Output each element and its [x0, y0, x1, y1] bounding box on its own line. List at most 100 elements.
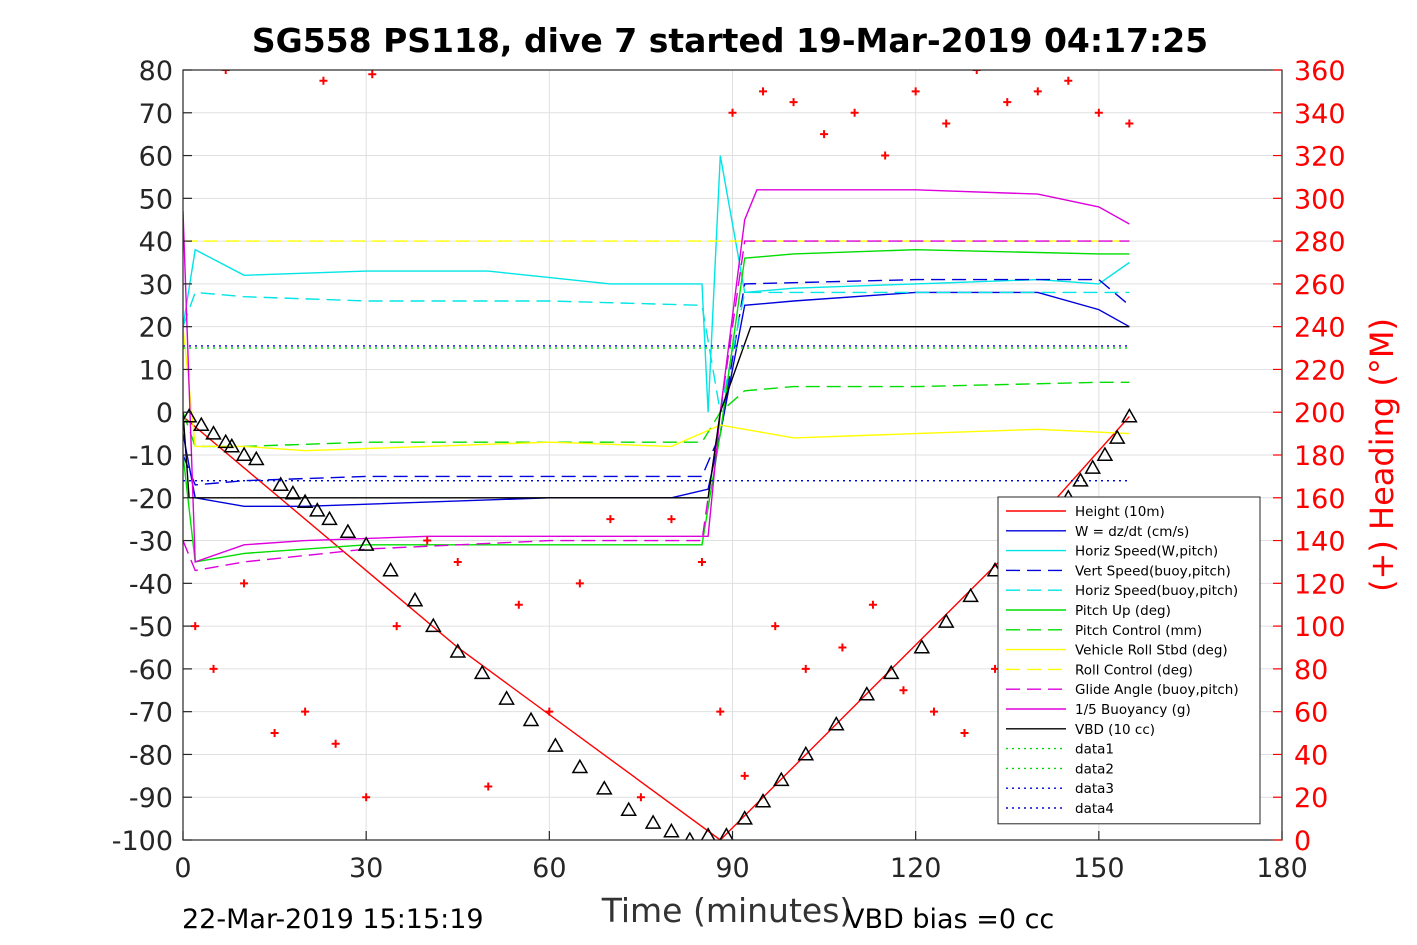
heading-plus-marker — [899, 686, 908, 695]
heading-plus-marker — [697, 557, 706, 566]
series-line-6 — [183, 248, 1130, 563]
y2-tick-label: 240 — [1294, 313, 1346, 344]
y-tick-label: -40 — [129, 569, 173, 600]
y2-tick-label: 260 — [1294, 270, 1346, 301]
heading-plus-marker — [820, 130, 829, 139]
depth-triangle-marker — [321, 510, 338, 526]
series-line-5 — [183, 291, 1130, 413]
y-tick-label: 0 — [156, 398, 173, 429]
y-tick-label: -30 — [129, 527, 173, 558]
legend-label: Horiz Speed(buoy,pitch) — [1075, 583, 1238, 599]
heading-plus-marker — [575, 579, 584, 588]
heading-plus-marker — [942, 119, 951, 128]
y2-tick-label: 100 — [1294, 612, 1346, 643]
depth-triangle-marker — [858, 686, 876, 701]
heading-plus-marker — [221, 70, 230, 74]
heading-plus-marker — [801, 664, 810, 673]
heading-plus-marker — [301, 707, 310, 716]
depth-triangle-marker — [284, 484, 302, 500]
heading-plus-marker — [1033, 87, 1042, 96]
y2-tick-label: 140 — [1294, 527, 1346, 558]
depth-triangle-marker — [620, 801, 637, 817]
depth-triangle-marker — [700, 827, 716, 840]
heading-plus-marker — [240, 579, 249, 588]
heading-plus-marker — [728, 108, 737, 117]
y2-tick-label: 20 — [1294, 783, 1328, 814]
depth-triangle-marker — [1121, 407, 1138, 423]
series-group — [183, 70, 1138, 840]
y2-tick-label: 180 — [1294, 441, 1346, 472]
footer-vbd-bias: VBD bias =0 cc — [846, 904, 1054, 935]
depth-triangle-marker — [473, 664, 491, 680]
y-tick-label: -80 — [129, 740, 173, 771]
legend-label: Vert Speed(buoy,pitch) — [1075, 563, 1231, 579]
legend: Height (10m) W = dz/dt (cm/s) Horiz Speed(… — [997, 496, 1261, 825]
x-axis-label: Time (minutes) — [601, 891, 853, 930]
heading-plus-marker — [1125, 119, 1134, 128]
series-line-10 — [183, 240, 1130, 572]
heading-plus-marker — [868, 600, 877, 609]
depth-triangle-marker — [736, 810, 753, 825]
y-tick-label: -100 — [112, 826, 173, 857]
depth-triangle-marker — [223, 437, 241, 453]
chart-title: SG558 PS118, dive 7 started 19-Mar-2019 … — [252, 21, 1208, 60]
depth-triangle-marker — [663, 822, 680, 838]
y-tick-label: 70 — [139, 99, 173, 130]
depth-triangle-marker — [882, 664, 900, 680]
series-line-7 — [183, 381, 1130, 448]
x-tick-label: 180 — [1256, 853, 1308, 884]
y2-tick-label: 320 — [1294, 142, 1346, 173]
depth-triangle-marker — [937, 613, 955, 628]
heading-plus-marker — [850, 108, 859, 117]
heading-plus-marker — [960, 729, 969, 738]
depth-triangle-marker — [498, 690, 515, 705]
depth-triangle-marker — [1072, 472, 1089, 487]
heading-plus-marker — [453, 557, 462, 566]
heading-plus-marker — [319, 76, 328, 85]
footer-timestamp: 22-Mar-2019 15:15:19 — [182, 904, 484, 935]
depth-triangle-marker — [828, 715, 845, 731]
depth-triangle-marker — [962, 587, 979, 603]
heading-plus-marker — [1064, 76, 1073, 85]
heading-plus-marker — [911, 87, 920, 96]
heading-plus-marker — [740, 771, 749, 780]
y-tick-label: -70 — [129, 698, 173, 729]
y-tick-label: 60 — [139, 142, 173, 173]
series-line-4 — [183, 278, 1130, 486]
legend-label: 1/5 Buoyancy (g) — [1075, 702, 1191, 718]
heading-plus-marker — [514, 600, 523, 609]
depth-triangle-marker — [773, 771, 790, 787]
y-tick-label: 80 — [139, 56, 173, 87]
depth-triangle-marker — [193, 416, 210, 432]
legend-label: Horiz Speed(W,pitch) — [1075, 544, 1218, 560]
depth-triangle-marker — [309, 502, 326, 517]
depth-triangle-marker — [547, 737, 564, 752]
y-tick-label: -10 — [129, 441, 173, 472]
heading-plus-marker — [972, 70, 981, 74]
depth-triangle-marker — [754, 792, 772, 808]
y2-tick-label: 300 — [1294, 184, 1346, 215]
y-tick-label: -20 — [129, 484, 173, 515]
heading-plus-marker — [929, 707, 938, 716]
legend-label: data4 — [1075, 801, 1114, 817]
depth-triangle-marker — [1108, 429, 1126, 444]
y2-tick-label: 40 — [1294, 740, 1328, 771]
depth-triangle-marker — [644, 814, 662, 829]
depth-triangle-marker — [596, 780, 613, 795]
series-line-3 — [183, 155, 1130, 413]
legend-label: data2 — [1075, 761, 1114, 777]
depth-triangle-marker — [1096, 446, 1114, 462]
y2-tick-label: 160 — [1294, 484, 1346, 515]
legend-label: Glide Angle (buoy,pitch) — [1075, 682, 1239, 698]
heading-plus-marker — [881, 151, 890, 160]
depth-triangle-marker — [571, 758, 589, 774]
y-tick-label: 50 — [139, 184, 173, 215]
depth-triangle-marker — [248, 450, 265, 466]
depth-triangle-marker — [522, 711, 540, 727]
depth-triangle-marker — [183, 407, 198, 423]
depth-triangle-marker — [1084, 459, 1101, 474]
depth-triangle-marker — [296, 493, 314, 509]
heading-plus-marker — [423, 536, 432, 545]
depth-triangle-marker — [425, 617, 442, 633]
